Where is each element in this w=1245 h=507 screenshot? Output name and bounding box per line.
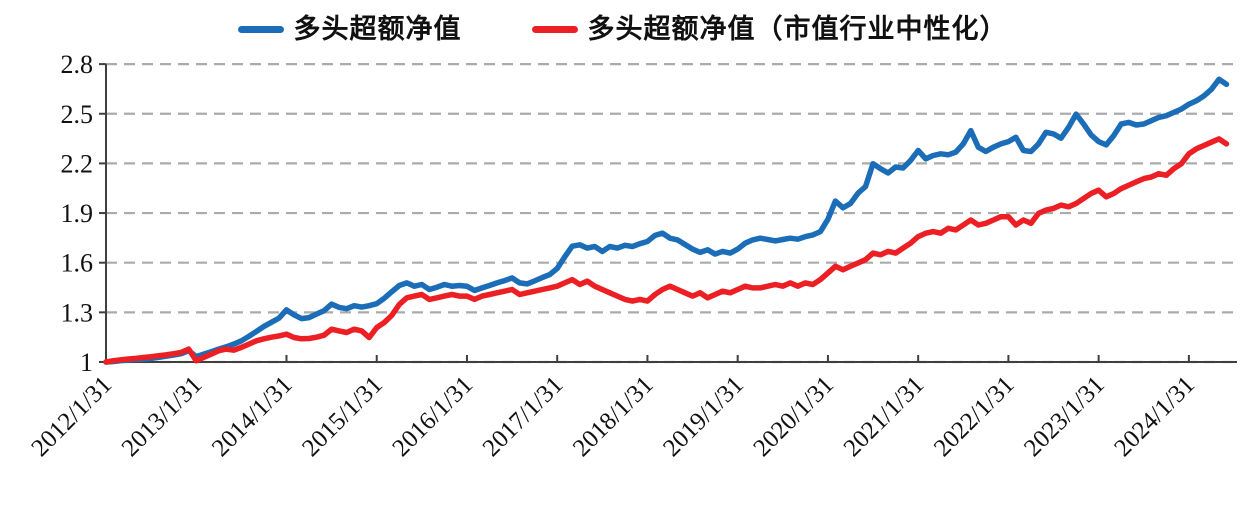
y-tick-label: 2.8	[61, 50, 94, 79]
legend-label-long-excess: 多头超额净值	[293, 14, 462, 44]
x-tick-label: 2023/1/31	[1019, 371, 1110, 462]
x-tick-label: 2013/1/31	[117, 371, 208, 462]
x-tick-label: 2014/1/31	[207, 371, 298, 462]
chart-legend: 多头超额净值 多头超额净值（市值行业中性化）	[0, 16, 1245, 43]
legend-line-red-icon	[531, 26, 578, 33]
x-tick-label: 2012/1/31	[26, 371, 117, 462]
y-tick-label: 1.6	[61, 249, 94, 278]
legend-item-long-excess-neutralized: 多头超额净值（市值行业中性化）	[531, 14, 1008, 44]
x-tick-label: 2017/1/31	[478, 371, 569, 462]
legend-item-long-excess: 多头超额净值	[237, 14, 462, 44]
x-tick-label: 2020/1/31	[748, 371, 839, 462]
x-tick-label: 2016/1/31	[387, 371, 478, 462]
y-tick-label: 1	[80, 348, 93, 377]
series-line-0	[103, 76, 1230, 365]
x-tick-label: 2019/1/31	[658, 371, 749, 462]
y-tick-label: 2.2	[61, 149, 94, 178]
y-tick-label: 1.9	[61, 199, 94, 228]
x-tick-label: 2024/1/31	[1109, 371, 1200, 462]
series-line-1	[103, 136, 1230, 365]
x-tick-label: 2015/1/31	[297, 371, 388, 462]
legend-label-long-excess-neutralized: 多头超额净值（市值行业中性化）	[587, 14, 1008, 44]
x-tick-label: 2018/1/31	[568, 371, 659, 462]
x-tick-label: 2022/1/31	[929, 371, 1020, 462]
y-tick-label: 1.3	[61, 298, 94, 327]
legend-line-blue-icon	[237, 26, 284, 33]
x-tick-label: 2021/1/31	[839, 371, 930, 462]
y-tick-label: 2.5	[61, 100, 94, 129]
